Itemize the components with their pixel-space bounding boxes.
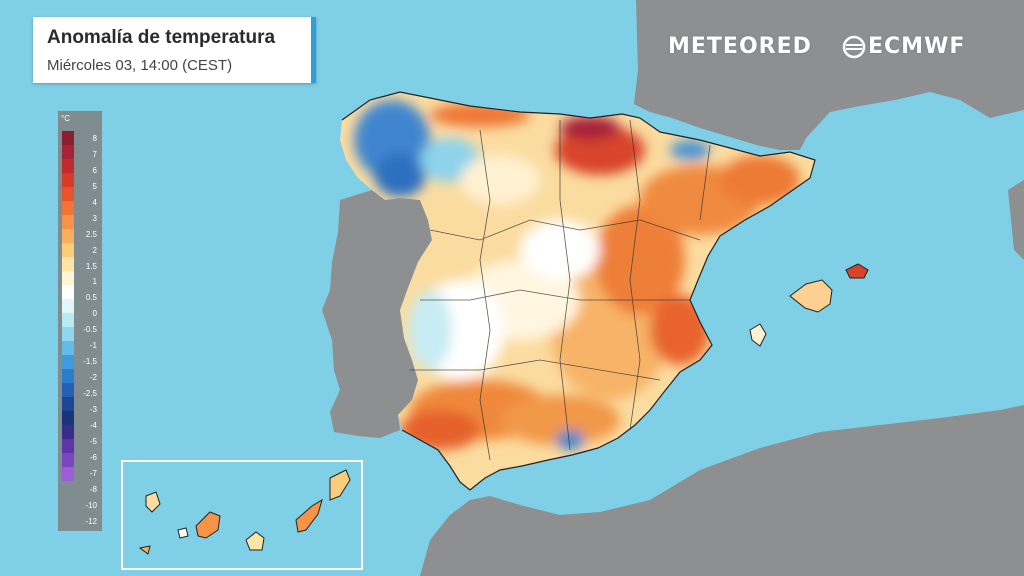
legend-tick-label: -4 <box>89 420 97 430</box>
legend-tick-label: 4 <box>92 197 97 207</box>
france-land <box>634 0 1024 150</box>
legend-swatch <box>62 201 74 215</box>
legend-swatch <box>62 355 74 369</box>
legend-tick-label: -5 <box>89 436 97 446</box>
legend-swatch <box>62 271 74 285</box>
legend-tick-label: 7 <box>92 149 97 159</box>
page-title: Anomalía de temperatura <box>47 27 276 48</box>
legend-swatch <box>62 383 74 397</box>
legend-tick-label: -2.5 <box>83 389 97 398</box>
legend-tick-label: -0.5 <box>83 325 97 335</box>
legend-swatch <box>62 369 74 383</box>
meteored-logo: METEORED <box>668 34 812 59</box>
map-title-panel: Anomalía de temperatura Miércoles 03, 14… <box>33 17 316 83</box>
ecmwf-logo: ECMWF <box>842 34 965 59</box>
legend-tick-label: -7 <box>89 468 97 478</box>
corsica-land <box>1008 180 1024 260</box>
mallorca-island <box>789 279 833 313</box>
legend-swatch <box>62 341 74 355</box>
canary-islands <box>138 469 351 555</box>
legend-swatch <box>62 439 74 453</box>
legend-swatch <box>62 145 74 159</box>
legend-swatches <box>62 131 74 481</box>
title-accent-bar <box>311 17 316 83</box>
legend-swatch <box>62 425 74 439</box>
legend-tick-label: 6 <box>92 165 97 175</box>
menorca-island <box>845 263 869 279</box>
legend-swatch <box>62 187 74 201</box>
north-africa-land <box>420 405 1024 576</box>
province-borders <box>410 119 711 461</box>
legend-swatch <box>62 299 74 313</box>
legend-swatch <box>62 397 74 411</box>
legend-unit: °C <box>61 114 70 123</box>
legend-tick-label: 1 <box>92 277 97 287</box>
portugal-land <box>322 190 432 438</box>
legend-tick-label: 5 <box>92 181 97 191</box>
legend-swatch <box>62 131 74 145</box>
legend-tick-label: -2 <box>89 373 97 383</box>
ecmwf-globe-icon <box>842 35 866 58</box>
legend-swatch <box>62 257 74 271</box>
legend-swatch <box>62 467 74 481</box>
legend-tick-label: 8 <box>92 134 97 143</box>
legend-swatch <box>62 453 74 467</box>
canary-islands-inset-frame <box>121 460 363 570</box>
legend-tick-label: 2.5 <box>85 229 97 239</box>
forecast-time: Miércoles 03, 14:00 (CEST) <box>47 57 233 74</box>
ecmwf-logo-text: ECMWF <box>868 34 966 59</box>
legend-swatch <box>62 229 74 243</box>
legend-swatch <box>62 327 74 341</box>
legend-swatch <box>62 313 74 327</box>
legend-tick-label: -12 <box>85 516 97 526</box>
legend-tick-label: -6 <box>89 452 97 462</box>
legend-swatch <box>62 159 74 173</box>
legend-ticks: 8 7 6 5 4 3 2.5 2 1.5 1 0.5 0 -0.5 -1 -1.5 -2 -2.5 -3 -4 -5… <box>77 131 101 529</box>
legend-swatch <box>62 411 74 425</box>
legend-tick-label: 2 <box>92 245 97 255</box>
spain-coastline <box>341 91 816 491</box>
legend-tick-label: -10 <box>85 500 97 510</box>
legend-swatch <box>62 285 74 299</box>
legend-swatch <box>62 173 74 187</box>
legend-tick-label: 3 <box>92 213 97 223</box>
legend-tick-label: 1.5 <box>85 261 97 271</box>
legend-tick-label: 0 <box>92 309 97 319</box>
legend-tick-label: 0.5 <box>85 293 97 303</box>
legend-tick-label: -1 <box>89 341 97 351</box>
legend-tick-label: -1.5 <box>83 357 97 367</box>
temperature-legend: °C 8 7 6 5 4 3 2.5 2 1.5 1 0.5 0 -0.5 -1 -1.5 -2 -2.5 -3 -… <box>58 111 102 531</box>
legend-tick-label: -8 <box>89 484 97 494</box>
legend-tick-label: -3 <box>89 404 97 414</box>
legend-swatch <box>62 243 74 257</box>
legend-swatch <box>62 215 74 229</box>
ibiza-island <box>749 323 767 347</box>
